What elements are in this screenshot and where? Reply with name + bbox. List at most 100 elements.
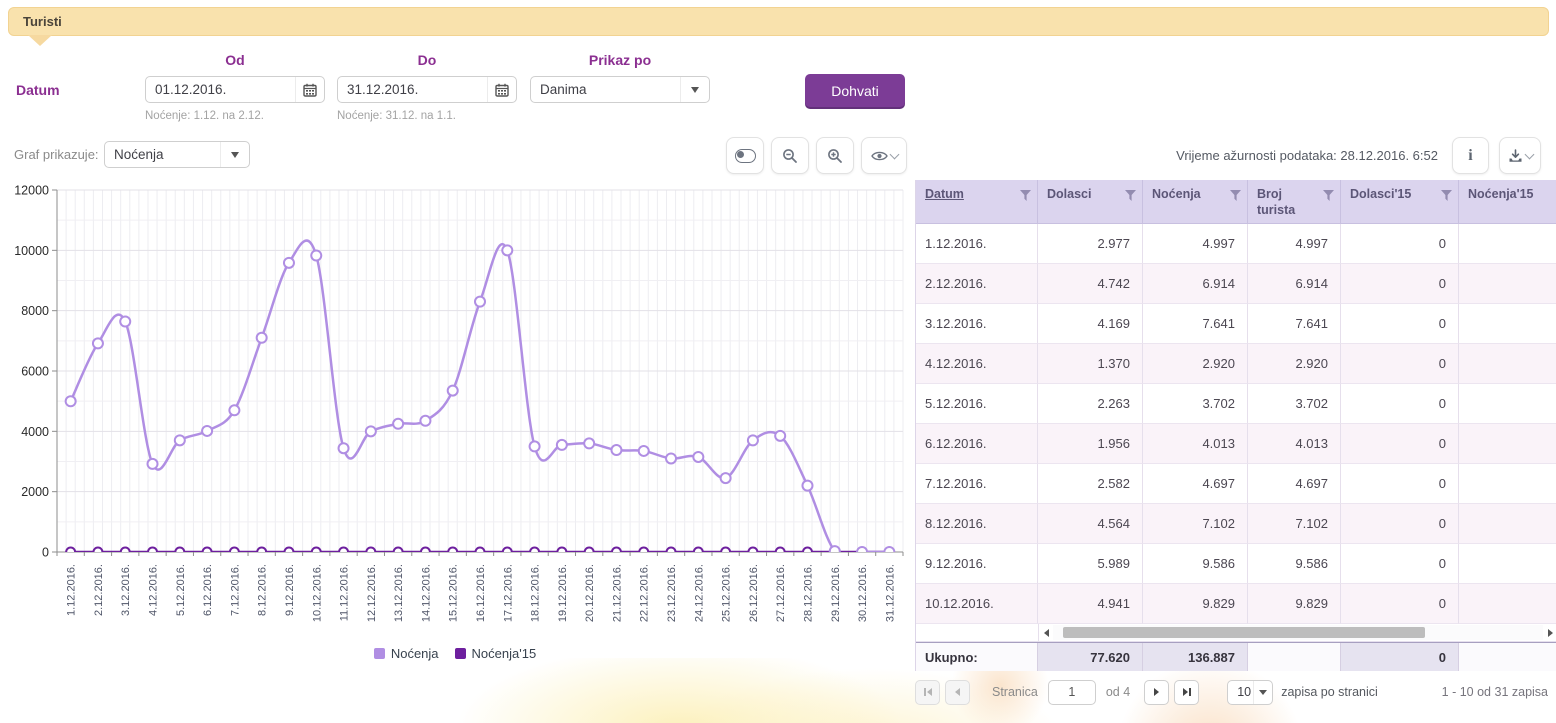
column-header-5[interactable]: Noćenja'15: [1459, 180, 1556, 224]
chart-point[interactable]: [530, 548, 539, 557]
table-row[interactable]: 9.12.2016.5.9899.5869.5860: [916, 544, 1556, 584]
calendar-icon[interactable]: [295, 77, 324, 102]
chart-point[interactable]: [639, 446, 649, 456]
chart-point[interactable]: [612, 548, 621, 557]
page-tab[interactable]: Turisti: [8, 7, 1549, 36]
chart-point[interactable]: [148, 459, 158, 469]
chart-point[interactable]: [557, 440, 567, 450]
filter-icon[interactable]: [1020, 190, 1031, 201]
table-row[interactable]: 8.12.2016.4.5647.1027.1020: [916, 504, 1556, 544]
chart-point[interactable]: [121, 548, 130, 557]
chart-point[interactable]: [393, 419, 403, 429]
table-row[interactable]: 1.12.2016.2.9774.9974.9970: [916, 224, 1556, 264]
prikaz-po-select[interactable]: Danima: [530, 76, 710, 103]
filter-icon[interactable]: [1125, 190, 1136, 201]
legend-item[interactable]: Noćenja: [374, 646, 439, 661]
chart-point[interactable]: [93, 548, 102, 557]
chart-point[interactable]: [203, 548, 212, 557]
last-page-button[interactable]: [1174, 680, 1199, 705]
chart-point[interactable]: [257, 548, 266, 557]
table-row[interactable]: 10.12.2016.4.9419.8299.8290: [916, 584, 1556, 624]
scrollbar-track[interactable]: [1053, 625, 1543, 640]
chart-point[interactable]: [312, 548, 321, 557]
table-row[interactable]: 6.12.2016.1.9564.0134.0130: [916, 424, 1556, 464]
chart-point[interactable]: [502, 245, 512, 255]
chart-point[interactable]: [530, 441, 540, 451]
chart-point[interactable]: [748, 435, 758, 445]
visibility-menu-button[interactable]: [861, 137, 907, 174]
chart-point[interactable]: [775, 431, 785, 441]
chart-point[interactable]: [585, 548, 594, 557]
chart-point[interactable]: [284, 258, 294, 268]
chart-point[interactable]: [339, 548, 348, 557]
chart-point[interactable]: [694, 548, 703, 557]
column-header-2[interactable]: Noćenja: [1143, 180, 1248, 224]
chart-point[interactable]: [366, 426, 376, 436]
filter-icon[interactable]: [1230, 190, 1241, 201]
filter-icon[interactable]: [1323, 190, 1334, 201]
chart-point[interactable]: [584, 438, 594, 448]
chart-point[interactable]: [830, 546, 840, 556]
prev-page-button[interactable]: [945, 680, 970, 705]
chart-point[interactable]: [93, 338, 103, 348]
chart-point[interactable]: [202, 426, 212, 436]
calendar-icon[interactable]: [487, 77, 516, 102]
first-page-button[interactable]: [915, 680, 940, 705]
chart-point[interactable]: [776, 548, 785, 557]
chart-point[interactable]: [611, 445, 621, 455]
chart-point[interactable]: [884, 547, 894, 557]
chart-point[interactable]: [721, 473, 731, 483]
date-from-field[interactable]: [145, 76, 325, 103]
zoom-in-button[interactable]: [816, 137, 854, 174]
chart-point[interactable]: [284, 548, 293, 557]
legend-item[interactable]: Noćenja'15: [455, 646, 537, 661]
table-row[interactable]: 7.12.2016.2.5824.6974.6970: [916, 464, 1556, 504]
chart-point[interactable]: [448, 386, 458, 396]
chart-point[interactable]: [420, 416, 430, 426]
export-button[interactable]: [1499, 137, 1541, 174]
chart-point[interactable]: [230, 548, 239, 557]
chart-point[interactable]: [66, 396, 76, 406]
date-to-field[interactable]: [337, 76, 517, 103]
column-header-0[interactable]: Datum: [916, 180, 1038, 224]
date-from-input[interactable]: [146, 82, 295, 97]
chart-point[interactable]: [503, 548, 512, 557]
chart-point[interactable]: [366, 548, 375, 557]
chart-point[interactable]: [175, 548, 184, 557]
chart-point[interactable]: [667, 548, 676, 557]
column-header-3[interactable]: Broj turista: [1248, 180, 1341, 224]
chart-point[interactable]: [721, 548, 730, 557]
chart-point[interactable]: [120, 316, 130, 326]
table-row[interactable]: 2.12.2016.4.7426.9146.9140: [916, 264, 1556, 304]
horizontal-scrollbar[interactable]: [916, 624, 1556, 642]
scroll-right-icon[interactable]: [1543, 629, 1556, 637]
next-page-button[interactable]: [1144, 680, 1169, 705]
chart-point[interactable]: [148, 548, 157, 557]
chart-point[interactable]: [693, 452, 703, 462]
chart-point[interactable]: [339, 443, 349, 453]
scroll-left-icon[interactable]: [1039, 629, 1053, 637]
column-header-4[interactable]: Dolasci'15: [1341, 180, 1459, 224]
page-number-input[interactable]: [1048, 680, 1096, 705]
table-row[interactable]: 4.12.2016.1.3702.9202.9200: [916, 344, 1556, 384]
chart-point[interactable]: [448, 548, 457, 557]
theme-toggle-button[interactable]: [726, 137, 764, 174]
chart-point[interactable]: [475, 297, 485, 307]
chart-point[interactable]: [66, 548, 75, 557]
info-button[interactable]: i: [1452, 137, 1489, 174]
chart-point[interactable]: [257, 333, 267, 343]
chart-point[interactable]: [394, 548, 403, 557]
chart-point[interactable]: [557, 548, 566, 557]
chart-point[interactable]: [476, 548, 485, 557]
chart-point[interactable]: [748, 548, 757, 557]
zoom-out-button[interactable]: [771, 137, 809, 174]
chart-point[interactable]: [639, 548, 648, 557]
chart-point[interactable]: [803, 548, 812, 557]
graf-prikazuje-select[interactable]: Noćenja: [104, 141, 250, 168]
page-size-select[interactable]: 10: [1227, 680, 1273, 705]
chart-point[interactable]: [802, 481, 812, 491]
scrollbar-thumb[interactable]: [1063, 627, 1425, 638]
chart-point[interactable]: [857, 547, 867, 557]
chart-point[interactable]: [175, 435, 185, 445]
column-header-1[interactable]: Dolasci: [1038, 180, 1143, 224]
